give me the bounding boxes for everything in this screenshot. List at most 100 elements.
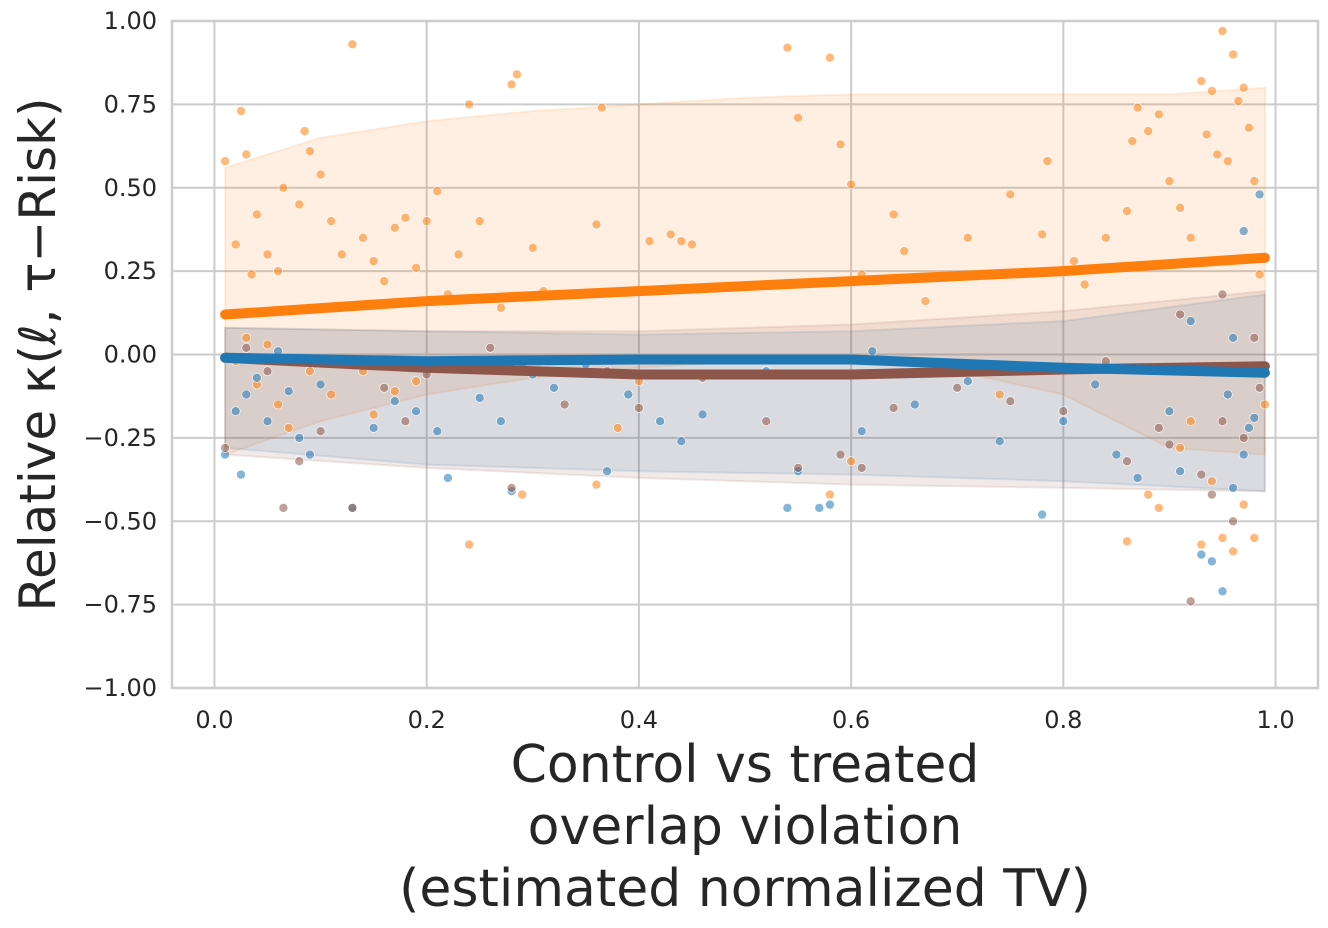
scatter-point bbox=[1217, 533, 1228, 543]
scatter-point bbox=[246, 269, 257, 280]
scatter-point bbox=[782, 503, 793, 513]
scatter-point bbox=[1223, 156, 1233, 166]
scatter-point bbox=[856, 426, 867, 437]
scatter-point bbox=[1217, 289, 1228, 300]
scatter-point bbox=[1238, 226, 1249, 236]
scatter-point bbox=[1143, 126, 1153, 136]
scatter-point bbox=[1132, 473, 1143, 483]
scatter-point bbox=[512, 69, 522, 80]
scatter-point bbox=[888, 403, 899, 413]
scatter-point bbox=[220, 156, 230, 166]
scatter-point bbox=[230, 406, 241, 417]
scatter-point bbox=[994, 389, 1005, 400]
scatter-point bbox=[687, 239, 697, 250]
scatter-point bbox=[644, 236, 655, 246]
scatter-point bbox=[464, 539, 474, 550]
scatter-point bbox=[432, 426, 443, 437]
scatter-point bbox=[1238, 433, 1249, 443]
scatter-point bbox=[1249, 176, 1260, 186]
scatter-point bbox=[474, 216, 485, 226]
scatter-point bbox=[305, 449, 315, 460]
y-tick-label: 1.00 bbox=[104, 7, 157, 35]
scatter-point bbox=[1254, 382, 1265, 393]
x-tick-label: 0.8 bbox=[1044, 706, 1082, 734]
scatter-point bbox=[1175, 309, 1185, 320]
y-tick-label: −1.00 bbox=[83, 674, 157, 702]
scatter-point bbox=[241, 389, 252, 400]
scatter-point bbox=[241, 332, 252, 343]
scatter-point bbox=[326, 216, 337, 226]
scatter-point bbox=[867, 346, 878, 357]
y-axis-label: Relative κ(ℓ, τ−Risk) bbox=[9, 97, 67, 611]
scatter-point bbox=[549, 382, 559, 393]
scatter-point bbox=[443, 473, 453, 483]
scatter-point bbox=[400, 416, 411, 427]
y-tick-labels: −1.00 −0.75 −0.50 −0.25 0.00 0.25 0.50 0.75 1.00 bbox=[83, 7, 157, 702]
scatter-point bbox=[835, 139, 846, 150]
scatter-point bbox=[299, 126, 310, 136]
scatter-point bbox=[236, 469, 246, 480]
scatter-point bbox=[782, 42, 793, 53]
x-axis-label-line: overlap violation bbox=[528, 797, 963, 857]
scatter-point bbox=[1132, 102, 1143, 113]
trend-lines bbox=[220, 252, 1270, 380]
scatter-point bbox=[1228, 516, 1238, 527]
scatter-point bbox=[358, 233, 368, 243]
scatter-point bbox=[825, 499, 835, 510]
y-tick-label: 0.50 bbox=[104, 174, 157, 202]
scatter-point bbox=[368, 409, 379, 420]
scatter-point bbox=[1254, 269, 1265, 280]
scatter-point bbox=[1042, 156, 1053, 166]
x-tick-label: 0.0 bbox=[195, 706, 233, 734]
confidence-band bbox=[224, 289, 1266, 493]
scatter-point bbox=[1154, 503, 1164, 513]
scatter-point bbox=[962, 233, 973, 243]
scatter-point bbox=[1207, 556, 1217, 567]
scatter-point bbox=[368, 423, 379, 433]
x-tick-labels: 0.0 0.2 0.4 0.6 0.8 1.0 bbox=[195, 706, 1294, 734]
x-tick-label: 0.6 bbox=[832, 706, 870, 734]
scatter-point bbox=[421, 216, 432, 226]
scatter-point bbox=[453, 249, 464, 260]
scatter-point bbox=[994, 436, 1005, 447]
scatter-point bbox=[241, 149, 252, 160]
scatter-point bbox=[1207, 476, 1217, 487]
scatter-point bbox=[1037, 229, 1047, 240]
scatter-point bbox=[612, 423, 623, 433]
scatter-point bbox=[1228, 49, 1238, 60]
confidence-bands bbox=[224, 86, 1266, 493]
scatter-point bbox=[1196, 539, 1207, 550]
scatter-point bbox=[336, 249, 347, 260]
scatter-point bbox=[230, 239, 241, 250]
scatter-point bbox=[464, 99, 474, 110]
scatter-point bbox=[496, 416, 506, 427]
scatter-point bbox=[1090, 379, 1100, 390]
scatter-point bbox=[315, 169, 326, 180]
scatter-point bbox=[1154, 423, 1164, 433]
scatter-point bbox=[761, 416, 772, 427]
scatter-point bbox=[676, 436, 687, 447]
scatter-point bbox=[1154, 109, 1164, 120]
scatter-point bbox=[1249, 413, 1260, 423]
scatter-point bbox=[634, 403, 644, 413]
scatter-point bbox=[506, 483, 517, 493]
scatter-point bbox=[909, 399, 920, 410]
scatter-point bbox=[1196, 76, 1207, 86]
scatter-point bbox=[273, 399, 283, 410]
scatter-point bbox=[1196, 469, 1207, 480]
scatter-point bbox=[846, 179, 856, 190]
scatter-point bbox=[347, 39, 358, 50]
scatter-point bbox=[389, 223, 400, 233]
scatter-point bbox=[1175, 466, 1185, 477]
scatter-point bbox=[294, 199, 305, 210]
scatter-point bbox=[962, 376, 973, 387]
x-axis-label-line: Control vs treated bbox=[511, 735, 980, 795]
scatter-point bbox=[1127, 136, 1138, 146]
scatter-point bbox=[262, 249, 273, 260]
scatter-point bbox=[315, 379, 326, 390]
scatter-point bbox=[496, 302, 506, 313]
scatter-point bbox=[1058, 406, 1069, 417]
scatter-point bbox=[294, 456, 305, 467]
scatter-point bbox=[1228, 483, 1238, 493]
x-tick-label: 1.0 bbox=[1256, 706, 1294, 734]
